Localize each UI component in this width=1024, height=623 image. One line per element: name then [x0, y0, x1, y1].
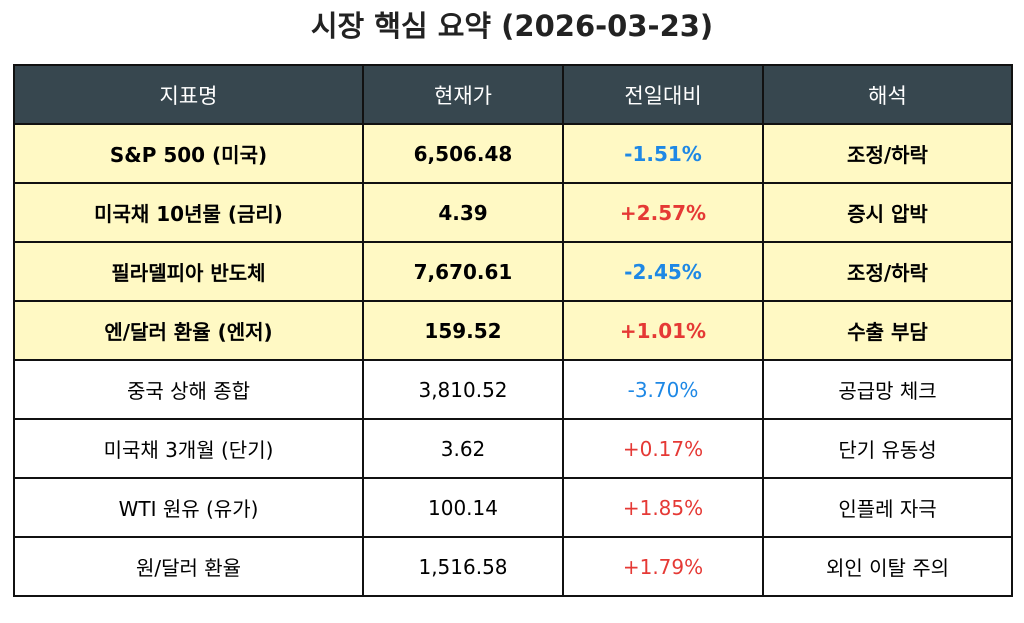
table-row: 필라델피아 반도체 7,670.61 -2.45% 조정/하락: [13, 241, 1013, 302]
interpretation-cell: 증시 압박: [762, 182, 1013, 243]
table-row: 미국채 10년물 (금리) 4.39 +2.57% 증시 압박: [13, 182, 1013, 243]
market-summary-table: 지표명 현재가 전일대비 해석 S&P 500 (미국) 6,506.48 -1.5…: [13, 64, 1013, 597]
table-row: WTI 원유 (유가) 100.14 +1.85% 인플레 자극: [13, 477, 1013, 538]
change-cell: +1.79%: [562, 536, 764, 597]
table-row: 미국채 3개월 (단기) 3.62 +0.17% 단기 유동성: [13, 418, 1013, 479]
column-header-price: 현재가: [362, 64, 564, 125]
change-cell: +0.17%: [562, 418, 764, 479]
page-title: 시장 핵심 요약 (2026-03-23): [310, 9, 714, 43]
change-cell: +1.01%: [562, 300, 764, 361]
change-cell: +2.57%: [562, 182, 764, 243]
price-cell: 3,810.52: [362, 359, 564, 420]
price-cell: 1,516.58: [362, 536, 564, 597]
change-cell: -2.45%: [562, 241, 764, 302]
table-row: 엔/달러 환율 (엔저) 159.52 +1.01% 수출 부담: [13, 300, 1013, 361]
column-header-change: 전일대비: [562, 64, 764, 125]
table-row: S&P 500 (미국) 6,506.48 -1.51% 조정/하락: [13, 123, 1013, 184]
header-row: 지표명 현재가 전일대비 해석: [13, 64, 1013, 125]
interpretation-cell: 단기 유동성: [762, 418, 1013, 479]
indicator-name-cell: 미국채 3개월 (단기): [13, 418, 364, 479]
interpretation-cell: 조정/하락: [762, 123, 1013, 184]
indicator-name-cell: S&P 500 (미국): [13, 123, 364, 184]
price-cell: 7,670.61: [362, 241, 564, 302]
price-cell: 159.52: [362, 300, 564, 361]
table-row: 원/달러 환율 1,516.58 +1.79% 외인 이탈 주의: [13, 536, 1013, 597]
change-cell: -3.70%: [562, 359, 764, 420]
change-cell: +1.85%: [562, 477, 764, 538]
column-header-name: 지표명: [13, 64, 364, 125]
interpretation-cell: 조정/하락: [762, 241, 1013, 302]
indicator-name-cell: 필라델피아 반도체: [13, 241, 364, 302]
indicator-name-cell: 엔/달러 환율 (엔저): [13, 300, 364, 361]
indicator-name-cell: 원/달러 환율: [13, 536, 364, 597]
interpretation-cell: 인플레 자극: [762, 477, 1013, 538]
interpretation-cell: 수출 부담: [762, 300, 1013, 361]
indicator-name-cell: 중국 상해 종합: [13, 359, 364, 420]
table-row: 중국 상해 종합 3,810.52 -3.70% 공급망 체크: [13, 359, 1013, 420]
change-cell: -1.51%: [562, 123, 764, 184]
price-cell: 3.62: [362, 418, 564, 479]
price-cell: 6,506.48: [362, 123, 564, 184]
interpretation-cell: 공급망 체크: [762, 359, 1013, 420]
indicator-name-cell: 미국채 10년물 (금리): [13, 182, 364, 243]
price-cell: 4.39: [362, 182, 564, 243]
interpretation-cell: 외인 이탈 주의: [762, 536, 1013, 597]
column-header-note: 해석: [762, 64, 1013, 125]
price-cell: 100.14: [362, 477, 564, 538]
indicator-name-cell: WTI 원유 (유가): [13, 477, 364, 538]
